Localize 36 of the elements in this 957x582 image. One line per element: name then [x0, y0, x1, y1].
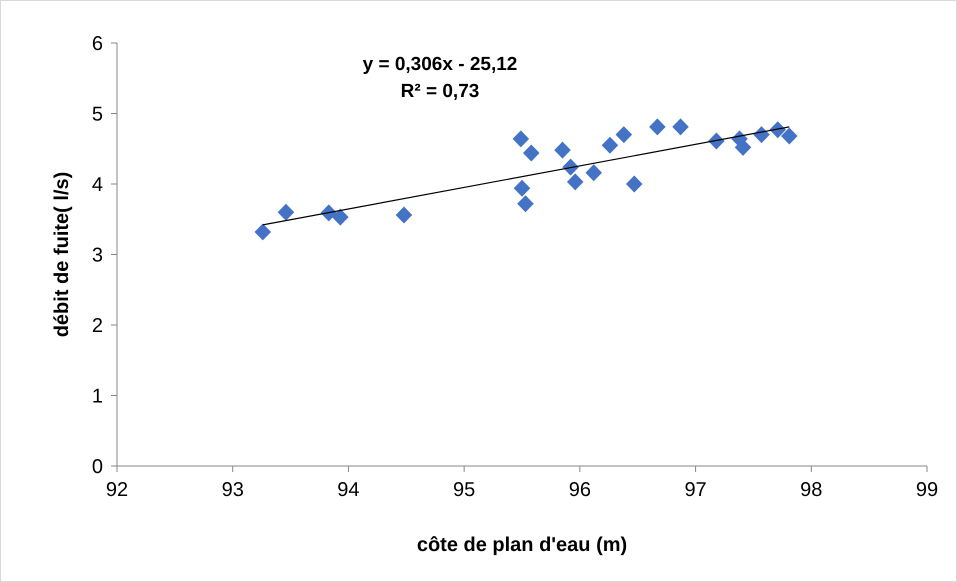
point: [626, 176, 643, 192]
y-axis-title: débit de fuite( l/s): [51, 172, 73, 338]
point: [514, 180, 530, 197]
x-tick-label: 97: [684, 479, 707, 501]
x-axis-title: côte de plan d'eau (m): [416, 534, 628, 556]
y-tick-label: 3: [92, 244, 103, 266]
point: [522, 144, 540, 162]
annotation: R² = 0,73: [400, 81, 480, 102]
point: [649, 118, 666, 136]
x-tick-label: 99: [916, 479, 938, 501]
x-tick-label: 94: [337, 479, 360, 501]
x-tick-label: 95: [453, 479, 476, 501]
point: [781, 128, 798, 145]
y-tick-label: 4: [92, 174, 103, 196]
point: [616, 126, 632, 144]
point: [554, 142, 571, 159]
x-tick-label: 98: [800, 479, 822, 501]
x-tick-label: 93: [222, 479, 244, 501]
x-tick-label: 92: [106, 479, 128, 501]
point: [672, 118, 689, 136]
y-tick-label: 0: [92, 456, 103, 478]
point: [254, 223, 272, 240]
point: [517, 195, 534, 212]
point: [566, 173, 584, 190]
y-tick-label: 6: [92, 33, 103, 55]
point: [396, 206, 412, 224]
x-tick-label: 96: [568, 479, 591, 501]
point: [602, 136, 618, 154]
y-tick-label: 2: [92, 315, 103, 337]
y-tick-label: 5: [92, 104, 103, 126]
point: [278, 204, 294, 221]
annotation: y = 0,306x - 25,12: [362, 54, 518, 75]
point: [585, 164, 602, 182]
y-tick-label: 1: [92, 386, 103, 408]
point: [332, 208, 349, 226]
point: [512, 130, 530, 148]
